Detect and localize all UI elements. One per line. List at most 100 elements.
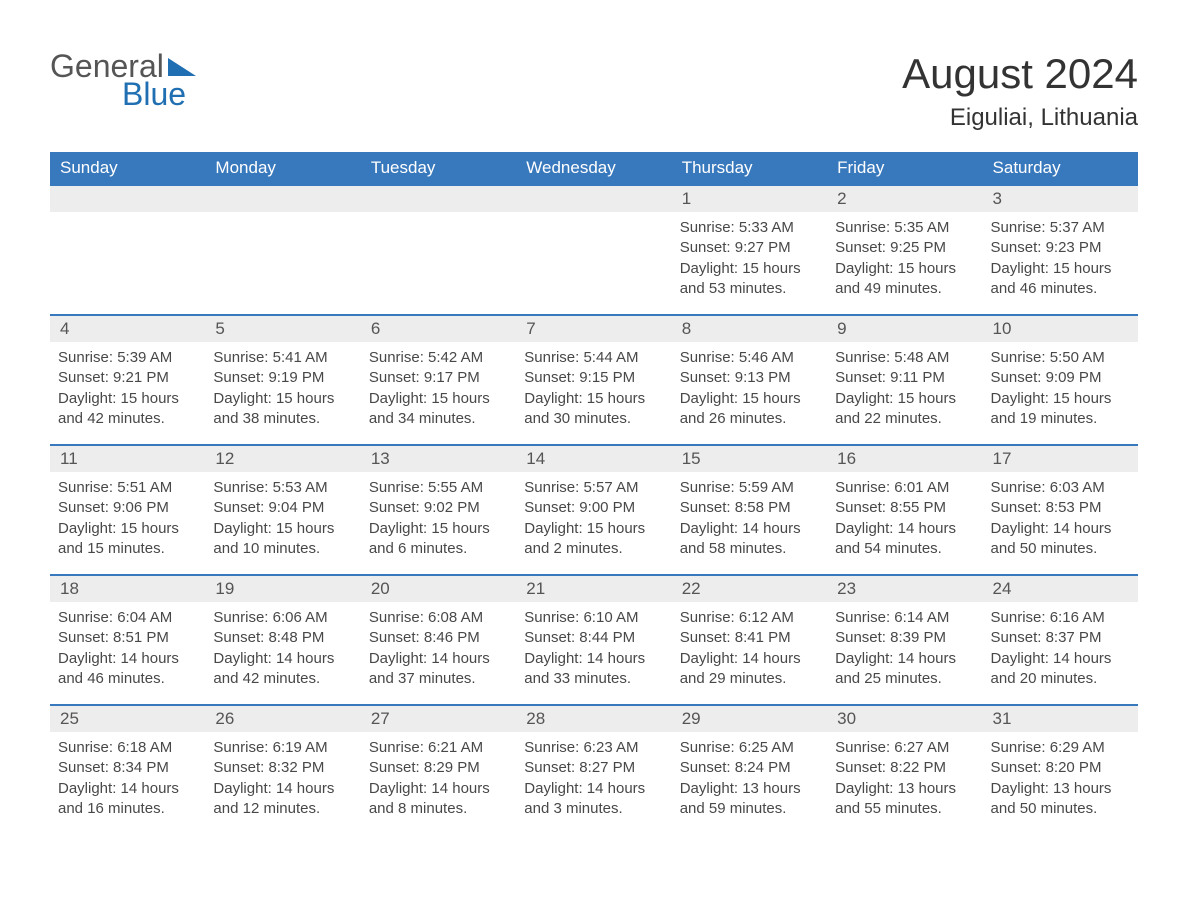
- field-label: Sunrise:: [680, 609, 735, 626]
- day-line: Sunset: 9:13 PM: [680, 368, 819, 388]
- day-line: Sunset: 8:20 PM: [991, 758, 1130, 778]
- day-body: Sunrise: 5:33 AMSunset: 9:27 PMDaylight:…: [672, 212, 827, 307]
- field-label: Sunset:: [213, 499, 264, 516]
- day-line: Sunset: 9:00 PM: [524, 498, 663, 518]
- day-line: Sunrise: 5:57 AM: [524, 478, 663, 498]
- day-line: Sunset: 9:06 PM: [58, 498, 197, 518]
- field-label: Sunset:: [213, 759, 264, 776]
- field-label: Daylight:: [524, 390, 582, 407]
- calendar-cell: 30Sunrise: 6:27 AMSunset: 8:22 PMDayligh…: [827, 705, 982, 835]
- day-number: 15: [672, 446, 827, 472]
- field-label: Sunset:: [369, 369, 420, 386]
- field-label: Daylight:: [835, 260, 893, 277]
- day-number-empty: [205, 186, 360, 212]
- field-label: Daylight:: [680, 520, 738, 537]
- calendar-cell: 28Sunrise: 6:23 AMSunset: 8:27 PMDayligh…: [516, 705, 671, 835]
- calendar-cell: 7Sunrise: 5:44 AMSunset: 9:15 PMDaylight…: [516, 315, 671, 445]
- field-label: Sunrise:: [213, 609, 268, 626]
- field-value: 6:25 AM: [735, 739, 794, 756]
- day-number: 13: [361, 446, 516, 472]
- field-value: 5:35 AM: [890, 219, 949, 236]
- field-label: Sunset:: [991, 369, 1042, 386]
- field-label: Sunset:: [369, 759, 420, 776]
- field-label: Daylight:: [680, 260, 738, 277]
- weekday-header: Monday: [205, 152, 360, 185]
- day-line: Daylight: 15 hours and 46 minutes.: [991, 259, 1130, 300]
- day-line: Sunset: 9:11 PM: [835, 368, 974, 388]
- field-value: 9:19 PM: [264, 369, 324, 386]
- day-line: Sunset: 8:37 PM: [991, 628, 1130, 648]
- day-line: Sunset: 9:19 PM: [213, 368, 352, 388]
- day-body: Sunrise: 6:27 AMSunset: 8:22 PMDaylight:…: [827, 732, 982, 827]
- day-line: Sunrise: 6:18 AM: [58, 738, 197, 758]
- day-line: Sunrise: 6:25 AM: [680, 738, 819, 758]
- calendar-body: 1Sunrise: 5:33 AMSunset: 9:27 PMDaylight…: [50, 185, 1138, 835]
- weekday-header: Thursday: [672, 152, 827, 185]
- day-line: Daylight: 14 hours and 37 minutes.: [369, 649, 508, 690]
- field-label: Sunrise:: [213, 739, 268, 756]
- day-body: Sunrise: 5:55 AMSunset: 9:02 PMDaylight:…: [361, 472, 516, 567]
- calendar-cell: 4Sunrise: 5:39 AMSunset: 9:21 PMDaylight…: [50, 315, 205, 445]
- day-line: Daylight: 15 hours and 53 minutes.: [680, 259, 819, 300]
- day-line: Daylight: 14 hours and 25 minutes.: [835, 649, 974, 690]
- day-line: Sunset: 8:27 PM: [524, 758, 663, 778]
- calendar-cell: 26Sunrise: 6:19 AMSunset: 8:32 PMDayligh…: [205, 705, 360, 835]
- day-body: Sunrise: 5:53 AMSunset: 9:04 PMDaylight:…: [205, 472, 360, 567]
- calendar-cell: 5Sunrise: 5:41 AMSunset: 9:19 PMDaylight…: [205, 315, 360, 445]
- day-line: Daylight: 15 hours and 34 minutes.: [369, 389, 508, 430]
- field-value: 9:21 PM: [109, 369, 169, 386]
- day-line: Sunrise: 5:53 AM: [213, 478, 352, 498]
- calendar-cell: 29Sunrise: 6:25 AMSunset: 8:24 PMDayligh…: [672, 705, 827, 835]
- day-number: 4: [50, 316, 205, 342]
- weekday-header: Wednesday: [516, 152, 671, 185]
- field-label: Daylight:: [524, 780, 582, 797]
- day-line: Daylight: 15 hours and 30 minutes.: [524, 389, 663, 430]
- field-label: Daylight:: [213, 780, 271, 797]
- field-label: Sunset:: [835, 369, 886, 386]
- field-label: Sunset:: [213, 369, 264, 386]
- calendar-cell: 8Sunrise: 5:46 AMSunset: 9:13 PMDaylight…: [672, 315, 827, 445]
- field-value: 6:03 AM: [1046, 479, 1105, 496]
- field-label: Daylight:: [58, 520, 116, 537]
- day-number: 9: [827, 316, 982, 342]
- day-number: 18: [50, 576, 205, 602]
- field-label: Sunrise:: [369, 739, 424, 756]
- field-label: Sunset:: [524, 629, 575, 646]
- day-body: Sunrise: 6:21 AMSunset: 8:29 PMDaylight:…: [361, 732, 516, 827]
- calendar-head: SundayMondayTuesdayWednesdayThursdayFrid…: [50, 152, 1138, 185]
- field-label: Daylight:: [835, 650, 893, 667]
- field-value: 5:46 AM: [735, 349, 794, 366]
- day-body: Sunrise: 6:04 AMSunset: 8:51 PMDaylight:…: [50, 602, 205, 697]
- field-value: 8:37 PM: [1041, 629, 1101, 646]
- day-line: Daylight: 15 hours and 42 minutes.: [58, 389, 197, 430]
- field-label: Sunrise:: [524, 479, 579, 496]
- day-line: Daylight: 14 hours and 3 minutes.: [524, 779, 663, 820]
- day-number: 3: [983, 186, 1138, 212]
- day-line: Daylight: 15 hours and 26 minutes.: [680, 389, 819, 430]
- field-value: 9:23 PM: [1041, 239, 1101, 256]
- field-value: 5:48 AM: [890, 349, 949, 366]
- field-label: Sunset:: [680, 369, 731, 386]
- calendar-cell: 15Sunrise: 5:59 AMSunset: 8:58 PMDayligh…: [672, 445, 827, 575]
- day-line: Sunset: 8:48 PM: [213, 628, 352, 648]
- day-number: 12: [205, 446, 360, 472]
- day-line: Sunrise: 6:21 AM: [369, 738, 508, 758]
- day-line: Sunrise: 5:44 AM: [524, 348, 663, 368]
- header: General Blue August 2024 Eiguliai, Lithu…: [50, 50, 1138, 132]
- field-value: 6:19 AM: [268, 739, 327, 756]
- field-label: Sunset:: [58, 759, 109, 776]
- field-label: Sunset:: [524, 369, 575, 386]
- day-line: Daylight: 15 hours and 19 minutes.: [991, 389, 1130, 430]
- day-line: Daylight: 13 hours and 59 minutes.: [680, 779, 819, 820]
- field-value: 5:33 AM: [735, 219, 794, 236]
- field-label: Sunrise:: [58, 739, 113, 756]
- calendar-cell: 22Sunrise: 6:12 AMSunset: 8:41 PMDayligh…: [672, 575, 827, 705]
- field-value: 6:16 AM: [1046, 609, 1105, 626]
- day-number: 14: [516, 446, 671, 472]
- field-value: 6:14 AM: [890, 609, 949, 626]
- field-value: 6:10 AM: [579, 609, 638, 626]
- day-body: Sunrise: 6:23 AMSunset: 8:27 PMDaylight:…: [516, 732, 671, 827]
- calendar-cell: 31Sunrise: 6:29 AMSunset: 8:20 PMDayligh…: [983, 705, 1138, 835]
- weekday-header: Friday: [827, 152, 982, 185]
- field-label: Sunset:: [58, 369, 109, 386]
